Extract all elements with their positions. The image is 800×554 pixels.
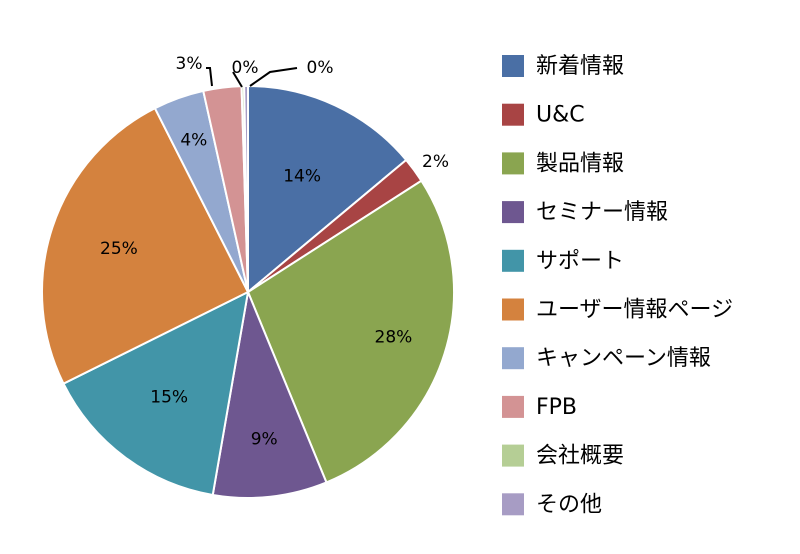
legend-swatch-6 <box>502 347 524 370</box>
pie-slice-3 <box>211 288 328 499</box>
legend-label-1: U&C <box>536 103 585 128</box>
data-label-1: 2% <box>422 152 449 172</box>
legend-label-9: その他 <box>536 492 602 517</box>
leader-line-9 <box>249 67 298 87</box>
legend-label-2: 製品情報 <box>536 151 624 176</box>
legend-swatch-3 <box>502 201 524 224</box>
pie-slices <box>41 84 455 499</box>
pie-slice-0 <box>247 84 408 295</box>
data-label-9: 0% <box>307 58 334 78</box>
legend-label-5: ユーザー情報ページ <box>536 298 733 323</box>
legend-swatch-8 <box>502 444 524 467</box>
data-label-2: 28% <box>375 328 413 348</box>
legend-swatch-9 <box>502 493 524 516</box>
legend-swatch-2 <box>502 152 524 175</box>
pie-slice-5 <box>41 106 250 385</box>
leader-lines <box>206 67 298 88</box>
pie-slice-4 <box>62 290 250 497</box>
data-label-6: 4% <box>180 131 207 151</box>
data-labels: 14% 2% 28% 9% 15% 25% 4% 3% 0% 0% <box>100 54 449 449</box>
legend-swatch-1 <box>502 103 524 126</box>
legend-swatch-7 <box>502 395 524 418</box>
legend-swatch-0 <box>502 55 524 77</box>
pie-slice-9 <box>243 84 249 293</box>
legend-label-8: 会社概要 <box>536 444 624 469</box>
legend-label-0: 新着情報 <box>536 54 624 79</box>
data-label-0: 14% <box>283 166 321 186</box>
leader-line-7 <box>206 67 213 87</box>
legend-swatch-4 <box>502 249 524 272</box>
data-label-7: 3% <box>176 54 203 74</box>
leader-line-8 <box>232 71 243 88</box>
legend-label-6: キャンペーン情報 <box>536 346 711 371</box>
legend-label-4: サポート <box>536 249 624 274</box>
legend-swatch-5 <box>502 298 524 321</box>
legend-label-3: セミナー情報 <box>536 200 668 225</box>
legend-label-7: FPB <box>536 395 577 420</box>
pie-slice-2 <box>246 179 455 484</box>
data-label-5: 25% <box>100 239 138 259</box>
data-label-3: 9% <box>251 429 278 449</box>
data-label-8: 0% <box>232 58 259 78</box>
data-label-4: 15% <box>150 388 188 408</box>
